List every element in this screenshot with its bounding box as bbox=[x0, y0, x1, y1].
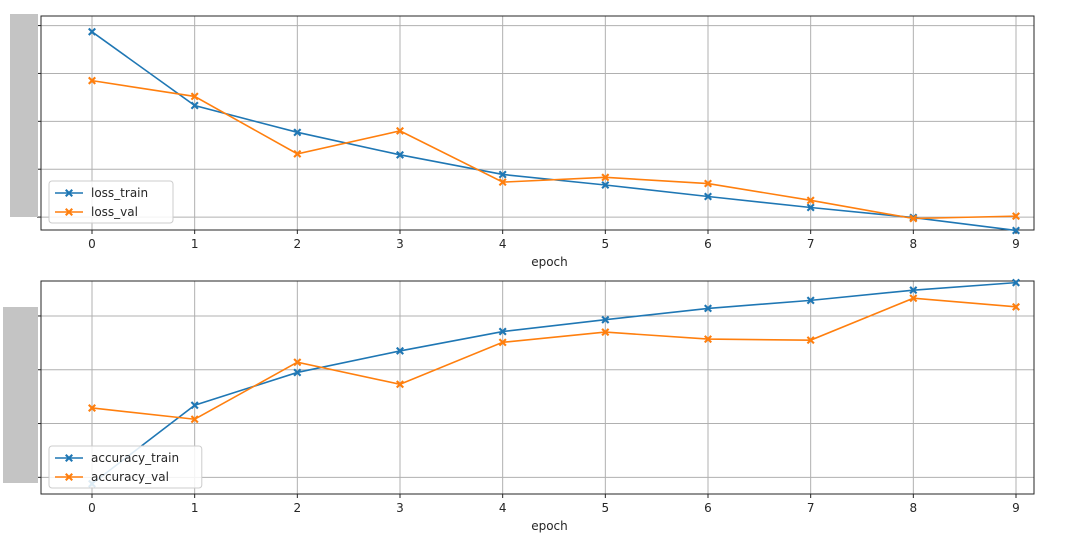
x-tick-label: 0 bbox=[88, 237, 96, 251]
data-point-loss_val bbox=[909, 214, 918, 223]
legend-box bbox=[48, 445, 203, 489]
data-point-loss_val bbox=[88, 76, 96, 85]
data-point-accuracy_val bbox=[498, 338, 507, 347]
y-axis-redaction-top bbox=[10, 14, 38, 217]
y-axis-redaction-bottom bbox=[3, 307, 38, 483]
data-point-loss_val bbox=[704, 179, 712, 188]
accuracy-plot: 0 1 2 3 4 5 6 7 8 9 epoch accuracy_train accuracy_va… bbox=[37, 278, 1035, 533]
data-point-accuracy_train bbox=[396, 346, 404, 355]
x-tick-label: 2 bbox=[294, 237, 302, 251]
data-point-loss_val bbox=[190, 92, 199, 101]
data-point-loss_val bbox=[806, 196, 815, 205]
data-point-accuracy_train bbox=[704, 304, 712, 313]
x-axis-title: epoch bbox=[531, 519, 568, 533]
data-point-loss_val bbox=[1012, 212, 1020, 221]
data-point-accuracy_val bbox=[909, 294, 918, 303]
legend: accuracy_train accuracy_val bbox=[48, 445, 203, 489]
x-tick-label: 7 bbox=[807, 237, 815, 251]
plot-frame bbox=[40, 280, 1035, 495]
data-point-loss_train bbox=[293, 128, 302, 137]
data-point-loss_train bbox=[88, 27, 96, 36]
series-line-loss_val bbox=[91, 79, 1017, 220]
legend-label: loss_train bbox=[91, 186, 148, 200]
data-point-loss_train bbox=[1012, 226, 1020, 235]
data-point-accuracy_train bbox=[498, 327, 507, 336]
data-point-loss_train bbox=[601, 180, 610, 189]
data-point-loss_train bbox=[704, 192, 712, 201]
x-tick-label: 9 bbox=[1012, 501, 1020, 515]
legend: loss_train loss_val bbox=[48, 180, 174, 224]
x-tick-label: 8 bbox=[910, 237, 918, 251]
data-point-accuracy_train bbox=[806, 296, 815, 305]
data-point-accuracy_val bbox=[190, 415, 199, 424]
data-point-loss_train bbox=[498, 170, 507, 179]
data-point-loss_val bbox=[293, 149, 302, 158]
x-tick-label: 1 bbox=[191, 237, 199, 251]
x-tick-label: 1 bbox=[191, 501, 199, 515]
data-point-accuracy_train bbox=[1012, 278, 1020, 287]
x-axis-title: epoch bbox=[531, 255, 568, 269]
data-point-accuracy_train bbox=[190, 401, 199, 410]
x-tick-label: 6 bbox=[704, 237, 712, 251]
data-point-loss_train bbox=[396, 150, 404, 159]
data-point-accuracy_val bbox=[396, 380, 404, 389]
data-point-loss_train bbox=[190, 101, 199, 110]
data-point-accuracy_train bbox=[909, 286, 918, 295]
legend-marker bbox=[65, 454, 73, 462]
data-point-loss_val bbox=[396, 126, 404, 135]
x-tick-label: 5 bbox=[602, 237, 610, 251]
data-point-loss_train bbox=[806, 203, 815, 212]
loss-plot: 0 1 2 3 4 5 6 7 8 9 epoch loss_train loss_val bbox=[37, 15, 1035, 269]
legend-marker bbox=[65, 208, 73, 216]
series-line-accuracy_train bbox=[91, 281, 1017, 485]
x-tick-label: 3 bbox=[396, 237, 404, 251]
data-point-accuracy_val bbox=[806, 336, 815, 345]
series-line-loss_train bbox=[91, 31, 1017, 232]
series-line-accuracy_val bbox=[91, 297, 1017, 421]
legend-label: loss_val bbox=[91, 205, 138, 219]
x-tick-label: 9 bbox=[1012, 237, 1020, 251]
data-point-accuracy_val bbox=[293, 358, 302, 367]
x-tick-label: 4 bbox=[499, 501, 507, 515]
data-point-accuracy_val bbox=[601, 328, 610, 337]
data-point-accuracy_val bbox=[88, 403, 96, 412]
x-tick-label: 8 bbox=[910, 501, 918, 515]
x-tick-label: 2 bbox=[294, 501, 302, 515]
data-point-loss_val bbox=[498, 178, 507, 187]
x-tick-label: 6 bbox=[704, 501, 712, 515]
x-tick-label: 4 bbox=[499, 237, 507, 251]
plot-frame bbox=[40, 15, 1035, 231]
x-tick-label: 7 bbox=[807, 501, 815, 515]
x-tick-label: 5 bbox=[602, 501, 610, 515]
data-point-accuracy_val bbox=[704, 335, 712, 344]
data-point-accuracy_val bbox=[1012, 302, 1020, 311]
legend-marker bbox=[65, 189, 73, 197]
legend-label: accuracy_val bbox=[91, 470, 169, 484]
x-tick-label: 0 bbox=[88, 501, 96, 515]
data-point-accuracy_train bbox=[293, 368, 302, 377]
data-point-loss_val bbox=[601, 173, 610, 182]
x-tick-label: 3 bbox=[396, 501, 404, 515]
legend-label: accuracy_train bbox=[91, 451, 179, 465]
data-point-accuracy_train bbox=[601, 315, 610, 324]
legend-marker bbox=[65, 473, 73, 481]
